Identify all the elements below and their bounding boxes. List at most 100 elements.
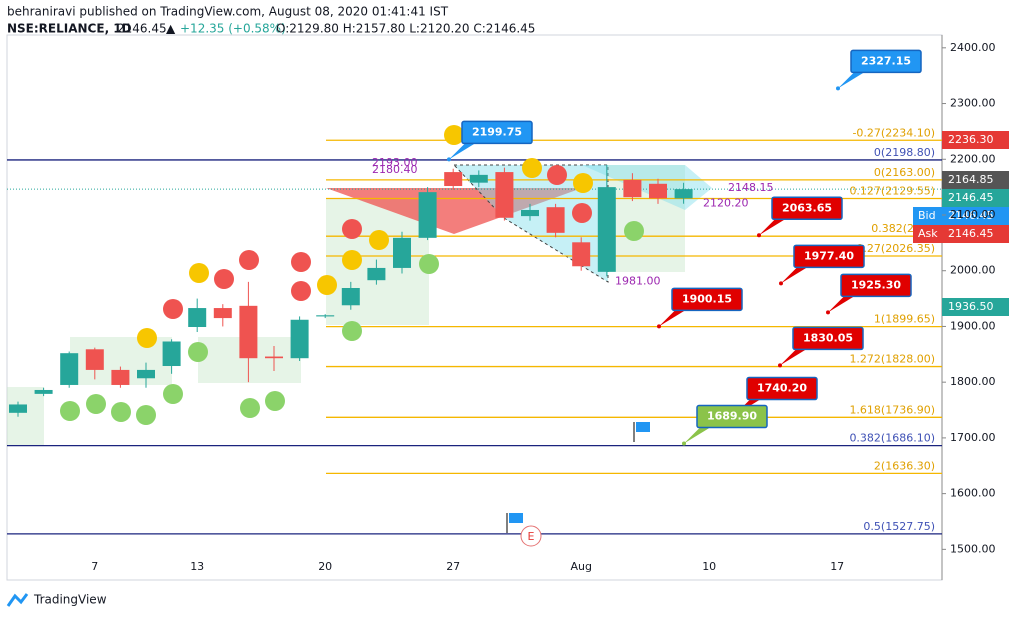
y-tick-label: 1600.00 [950,487,996,500]
y-tick-label: 1500.00 [950,542,996,555]
plot-frame [6,34,943,581]
candle-body [597,187,616,272]
callout-box [850,49,922,74]
candle-body [111,369,130,385]
y-tick-label: 1900.00 [950,319,996,332]
axis-tag [913,207,1009,225]
y-tick-label: 2300.00 [950,97,996,110]
callout-box [771,196,843,221]
callout-label: 1977.40 [804,249,854,262]
candle-body [418,192,437,238]
x-tick-label: 17 [830,560,844,573]
level-label: -0.27(2234.10) [852,126,935,139]
axis-tag [942,131,1009,149]
publisher: behraniravi published on TradingView.com… [7,5,449,19]
callout-anchor [779,281,783,286]
callout-pointer [838,69,869,89]
candle-body [239,305,258,359]
level-label: 0.127(2129.55) [849,185,935,198]
last-price: 2146.45 [117,22,167,36]
candle-body [341,287,360,306]
logo-text[interactable]: TradingView [33,593,107,607]
candle-body [213,308,232,319]
candle-body [60,353,79,385]
callout-anchor [826,310,830,315]
callout-pointer [659,307,690,327]
axis-tag [942,189,1009,207]
candle-body [546,207,565,233]
candle-body [290,319,309,359]
callout-label: 1740.20 [757,381,807,394]
axis-tag-label: 1936.50 [948,300,994,313]
y-tick-label: 2200.00 [950,152,996,165]
signals [60,125,644,425]
axis-tag-label: 2146.45 [948,209,994,222]
y-tick-label: 1700.00 [950,431,996,444]
axis-tag [913,225,1009,243]
price-note: 2193.00 [372,156,418,169]
callout-box [671,287,743,312]
candle-body [469,174,488,183]
y-tick-label: 2400.00 [950,41,996,54]
callout-pointer [828,293,859,313]
levels: -0.27(2234.10) 0(2198.80) 0(2163.00) 0.127(… [7,126,942,535]
candle-body [188,308,207,328]
callout-box [792,326,864,351]
axis-tag-name: Bid [918,209,936,222]
level-label: 0.5(1527.75) [863,520,935,533]
candle-body [623,179,642,198]
x-tick-label: 7 [91,560,98,573]
y-tick-label: 2100.00 [950,208,996,221]
callout-box [461,120,533,145]
axis-tag-label: 2146.45 [948,191,994,204]
callout-label: 1830.05 [803,331,853,344]
candle-body [649,183,667,199]
callout-anchor [447,157,451,162]
candles [9,164,693,417]
level-label: 0.382(1686.10) [849,432,935,445]
callout-label: 2063.65 [782,201,832,214]
candle-body [572,242,591,267]
callout-label: 2199.75 [472,125,522,138]
level-label: 1.618(1736.90) [849,403,935,416]
callout-label: 1900.15 [682,292,732,305]
x-tick-label: 27 [446,560,460,573]
axis-tag [942,171,1009,189]
candle-body [316,315,335,317]
callout-pointer [449,140,480,160]
candle-body [495,172,514,218]
candle-body [393,237,411,268]
candle-body [162,341,181,367]
flags [506,422,650,547]
callout-box [793,244,865,269]
candle-body [367,267,386,281]
axis-tag-label: 2236.30 [948,133,994,146]
level-label: 1.272(1828.00) [849,353,935,366]
ohlc: O:2129.80 H:2157.80 L:2120.20 C:2146.45 [276,22,535,36]
level-label: 0.27(2026.35) [856,242,935,255]
candle-body [85,349,104,370]
level-label: 1(1899.65) [874,313,935,326]
pattern [326,188,582,234]
y-tick-label: 2000.00 [950,264,996,277]
candle-body [674,189,693,199]
logo[interactable]: TradingView [6,593,107,607]
callout-anchor [682,441,686,446]
callout-anchor [778,363,782,368]
candle-body [34,389,53,394]
candle-body [444,172,463,187]
x-tick-label: 13 [190,560,204,573]
callout-pointer [781,264,812,284]
price-note: 2148.15 [728,181,774,194]
callout-label: 1689.90 [707,410,757,423]
pattern [452,164,609,283]
level-label: 2(1636.30) [874,459,935,472]
change-arrow: ▲ [166,22,176,36]
callout-anchor [757,233,761,238]
callout-pointer [684,424,715,444]
callout-box [696,404,768,429]
level-label: 0(2163.00) [874,166,935,179]
callout-label: 1925.30 [851,278,901,291]
